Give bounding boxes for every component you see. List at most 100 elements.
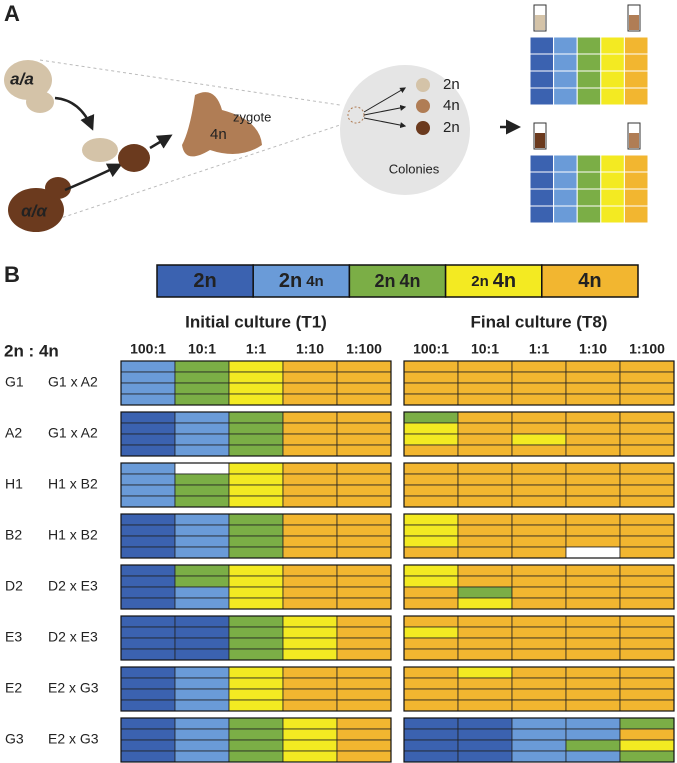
- legend-part: 2n: [193, 270, 216, 292]
- column-label: 1:100: [346, 341, 382, 357]
- cell: [619, 495, 675, 508]
- cell: [457, 513, 513, 526]
- cell: [511, 535, 567, 548]
- cell: [457, 546, 513, 559]
- cell: [174, 575, 230, 588]
- cell: [82, 138, 118, 162]
- column-label: 10:1: [188, 341, 216, 357]
- cell: [565, 677, 621, 690]
- cell: [282, 513, 338, 526]
- cell: [336, 699, 392, 712]
- legend-label: 2n: [193, 270, 216, 292]
- cell-bud: [45, 177, 71, 199]
- cell: [511, 688, 567, 701]
- cell: [228, 393, 284, 406]
- cell: [565, 648, 621, 661]
- cell: [565, 728, 621, 741]
- cell: [174, 371, 230, 384]
- cell: [403, 371, 459, 384]
- cell: [619, 513, 675, 526]
- plate-well: [553, 171, 578, 190]
- zygote-ploidy: 4n: [210, 126, 227, 143]
- cell: [619, 615, 675, 628]
- cell: [457, 411, 513, 424]
- cell: [120, 382, 176, 395]
- cell: [403, 739, 459, 752]
- cell: [403, 360, 459, 373]
- cell: [403, 484, 459, 497]
- zygote-label: zygote: [233, 109, 271, 124]
- cell: [403, 382, 459, 395]
- cell: [174, 677, 230, 690]
- cell: [282, 422, 338, 435]
- cell: [565, 615, 621, 628]
- cell: [619, 524, 675, 537]
- cell: [282, 484, 338, 497]
- cell: [120, 699, 176, 712]
- cell: [619, 728, 675, 741]
- plate-well: [576, 205, 602, 224]
- cell: [457, 564, 513, 577]
- cell: [336, 360, 392, 373]
- cell: [457, 586, 513, 599]
- cell: [619, 382, 675, 395]
- plate-well: [529, 53, 555, 72]
- cell: [282, 750, 338, 763]
- cell: [336, 484, 392, 497]
- plate-well: [576, 154, 602, 173]
- legend-label: 2n 4n: [374, 271, 420, 291]
- cell: [174, 615, 230, 628]
- tube-content: [629, 15, 639, 30]
- plate-well: [600, 87, 625, 106]
- cell: [120, 564, 176, 577]
- cell: [511, 524, 567, 537]
- cell: [457, 393, 513, 406]
- cell: [619, 473, 675, 486]
- cell: [120, 535, 176, 548]
- block-border: [403, 615, 675, 661]
- cell: [336, 688, 392, 701]
- cell: [457, 433, 513, 446]
- tube-content: [535, 15, 545, 30]
- cell: [457, 648, 513, 661]
- cell: [282, 648, 338, 661]
- column-label: 1:1: [246, 341, 266, 357]
- cell-aa: [4, 60, 52, 100]
- cell: [120, 637, 176, 650]
- cell: [403, 411, 459, 424]
- cell: [619, 648, 675, 661]
- cell: [403, 648, 459, 661]
- cell: [120, 666, 176, 679]
- colonies-label: Colonies: [389, 161, 440, 176]
- strain-label: G1: [5, 374, 24, 390]
- cell: [282, 393, 338, 406]
- cell: [511, 750, 567, 763]
- cell: [619, 739, 675, 752]
- cell: [120, 513, 176, 526]
- block-border: [120, 717, 392, 763]
- cell: [403, 586, 459, 599]
- cell: [565, 597, 621, 610]
- cell: [282, 615, 338, 628]
- cell: [336, 717, 392, 730]
- cell: [174, 546, 230, 559]
- cell: [457, 444, 513, 457]
- cell: [336, 648, 392, 661]
- cell: [511, 393, 567, 406]
- arrow: [54, 96, 95, 131]
- cell: [282, 717, 338, 730]
- cell: [120, 444, 176, 457]
- cell: [565, 666, 621, 679]
- strain-label: α/α: [21, 201, 48, 220]
- cross-label: D2 x E3: [48, 629, 98, 645]
- cell: [511, 422, 567, 435]
- block-border: [120, 513, 392, 559]
- block-border: [403, 717, 675, 763]
- cell: [120, 462, 176, 475]
- cell: [228, 699, 284, 712]
- block-border: [403, 666, 675, 712]
- cell: [174, 626, 230, 639]
- cell: [565, 462, 621, 475]
- cell: [282, 411, 338, 424]
